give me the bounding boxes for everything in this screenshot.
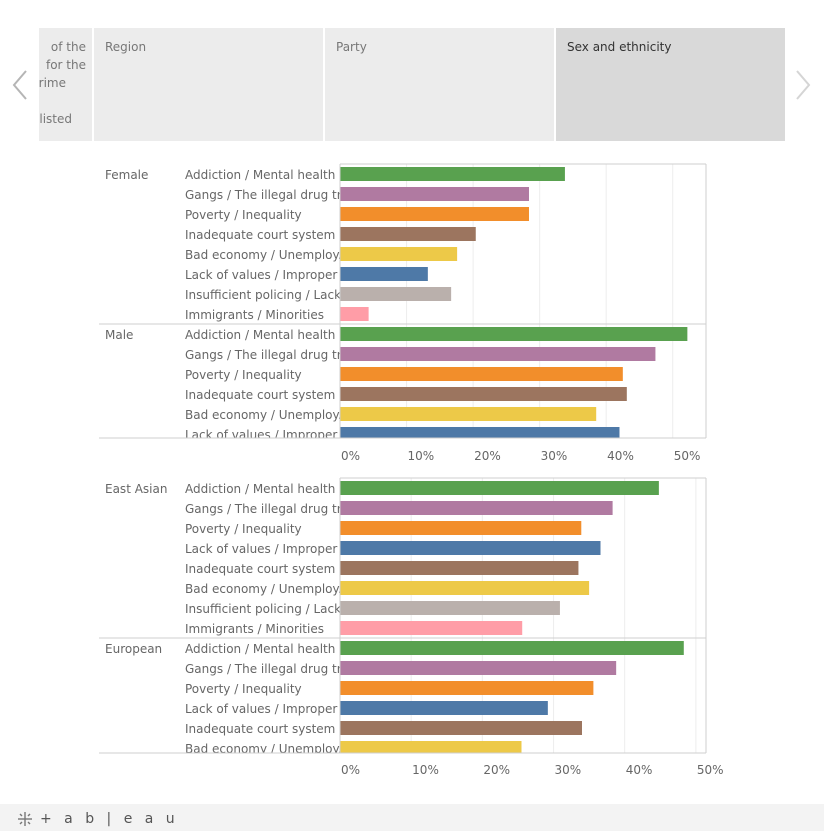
bar xyxy=(340,661,617,675)
category-label: Immigrants / Minorities xyxy=(185,622,324,636)
category-label: Gangs / The illegal drug tr.. xyxy=(185,662,348,676)
category-label: Addiction / Mental health .. xyxy=(185,168,347,182)
tab-text-line: listed xyxy=(39,112,72,126)
bar xyxy=(340,327,688,341)
bar xyxy=(340,701,548,715)
category-label: Poverty / Inequality xyxy=(185,208,302,222)
tab-label: Party xyxy=(336,40,367,54)
category-label: Inadequate court system xyxy=(185,228,335,242)
tableau-logo[interactable]: + a b | e a u xyxy=(16,810,179,828)
bar xyxy=(340,721,582,735)
bar xyxy=(340,407,597,421)
bar xyxy=(340,267,428,281)
category-label: Lack of values / Improper .. xyxy=(185,542,349,556)
bar xyxy=(340,167,565,181)
chart-panel-2: East Asian Addiction / Mental health .. Ga… xyxy=(99,477,724,777)
category-label: Bad economy / Unemploy.. xyxy=(185,582,346,596)
tableau-logo-text: + a b | e a u xyxy=(40,811,179,827)
bar xyxy=(340,481,659,495)
category-label: Addiction / Mental health .. xyxy=(185,642,347,656)
x-tick-label: 20% xyxy=(483,763,510,777)
x-tick-label: 10% xyxy=(412,763,439,777)
category-label: Addiction / Mental health .. xyxy=(185,482,347,496)
bar xyxy=(340,347,656,361)
x-tick-label: 30% xyxy=(541,449,568,463)
group-label: Female xyxy=(105,168,148,182)
bar xyxy=(340,247,458,261)
bar xyxy=(340,521,582,535)
bar xyxy=(340,681,594,695)
bar xyxy=(340,387,627,401)
category-label: Lack of values / Improper .. xyxy=(185,428,349,442)
bar xyxy=(340,187,529,201)
category-label: Bad economy / Unemploy.. xyxy=(185,742,346,756)
story-navigator: of the for the rime listed Region Party … xyxy=(39,28,785,141)
category-label: Inadequate court system xyxy=(185,388,335,402)
chart-panel-1: Female Addiction / Mental health .. Gangs … xyxy=(99,163,707,463)
category-label: Gangs / The illegal drug tr.. xyxy=(185,502,348,516)
bar xyxy=(340,427,620,438)
bar xyxy=(340,227,476,241)
category-label: Addiction / Mental health .. xyxy=(185,328,347,342)
bar xyxy=(340,501,613,515)
group-label: Male xyxy=(105,328,133,342)
footer-bar: + a b | e a u xyxy=(0,804,824,831)
x-tick-label: 0% xyxy=(341,449,360,463)
tab-text-line: of the xyxy=(50,40,86,54)
category-label: Bad economy / Unemploy.. xyxy=(185,248,346,262)
category-label: Poverty / Inequality xyxy=(185,368,302,382)
category-label: Inadequate court system xyxy=(185,562,335,576)
tab-label: Sex and ethnicity xyxy=(567,40,672,54)
tab-region[interactable]: Region xyxy=(94,28,323,141)
category-label: Gangs / The illegal drug tr.. xyxy=(185,348,348,362)
tab-sex-and-ethnicity[interactable]: Sex and ethnicity xyxy=(556,28,785,141)
bar xyxy=(340,367,623,381)
category-label: Lack of values / Improper .. xyxy=(185,702,349,716)
x-tick-label: 10% xyxy=(408,449,435,463)
x-tick-label: 20% xyxy=(474,449,501,463)
category-label: Immigrants / Minorities xyxy=(185,308,324,322)
bar xyxy=(340,561,579,575)
category-label: Insufficient policing / Lack.. xyxy=(185,602,349,616)
panel-content: Female Addiction / Mental health .. Gangs … xyxy=(99,164,706,442)
bar xyxy=(340,581,590,595)
group-label: East Asian xyxy=(105,482,167,496)
bar xyxy=(340,741,522,753)
next-arrow-icon[interactable] xyxy=(791,68,815,102)
bar xyxy=(340,287,452,301)
x-tick-label: 30% xyxy=(555,763,582,777)
category-label: Poverty / Inequality xyxy=(185,522,302,536)
tab-party[interactable]: Party xyxy=(325,28,554,141)
previous-arrow-icon[interactable] xyxy=(10,68,34,102)
category-label: Lack of values / Improper .. xyxy=(185,268,349,282)
tab-text-line: rime xyxy=(39,76,66,90)
x-tick-label: 0% xyxy=(341,763,360,777)
category-label: Bad economy / Unemploy.. xyxy=(185,408,346,422)
bar xyxy=(340,541,601,555)
category-label: Gangs / The illegal drug tr.. xyxy=(185,188,348,202)
x-tick-label: 50% xyxy=(697,763,724,777)
category-label: Insufficient policing / Lack.. xyxy=(185,288,349,302)
tableau-logo-icon xyxy=(18,812,32,826)
x-tick-label: 40% xyxy=(626,763,653,777)
bar xyxy=(340,621,523,635)
x-tick-label: 40% xyxy=(607,449,634,463)
tab-text-line: for the xyxy=(45,58,86,72)
group-label: European xyxy=(105,642,162,656)
tab-label: Region xyxy=(105,40,147,54)
bar xyxy=(340,207,529,221)
bar xyxy=(340,641,684,655)
bar xyxy=(340,307,369,321)
tab-previous-point[interactable]: of the for the rime listed xyxy=(39,28,92,141)
panel-content: East Asian Addiction / Mental health .. Ga… xyxy=(99,478,706,756)
x-tick-label: 50% xyxy=(674,449,701,463)
category-label: Inadequate court system xyxy=(185,722,335,736)
category-label: Poverty / Inequality xyxy=(185,682,302,696)
bar xyxy=(340,601,560,615)
